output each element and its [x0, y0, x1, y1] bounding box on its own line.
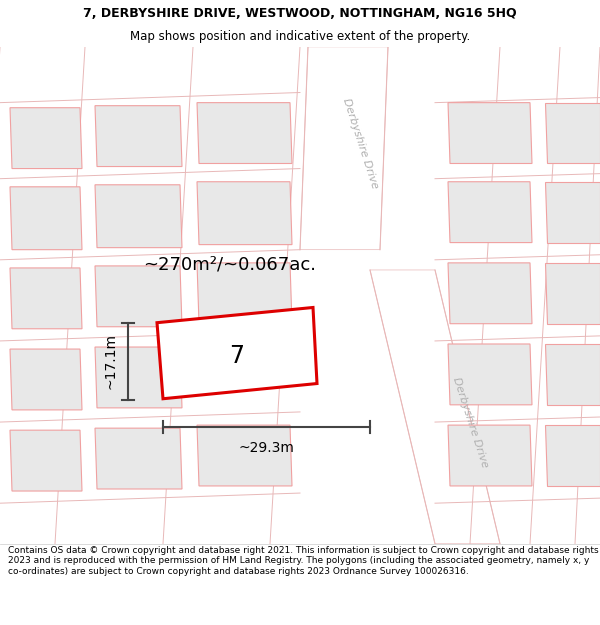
- Text: Map shows position and indicative extent of the property.: Map shows position and indicative extent…: [130, 30, 470, 43]
- Polygon shape: [10, 430, 82, 491]
- Polygon shape: [300, 47, 388, 249]
- Polygon shape: [448, 102, 532, 164]
- Text: Derbyshire Drive: Derbyshire Drive: [341, 97, 379, 190]
- Text: ~270m²/~0.067ac.: ~270m²/~0.067ac.: [143, 256, 317, 274]
- Polygon shape: [370, 270, 500, 544]
- Polygon shape: [10, 268, 82, 329]
- Polygon shape: [95, 428, 182, 489]
- Polygon shape: [545, 102, 600, 164]
- Polygon shape: [545, 182, 600, 243]
- Polygon shape: [448, 344, 532, 405]
- Polygon shape: [95, 347, 182, 408]
- Polygon shape: [95, 185, 182, 248]
- Text: 7, DERBYSHIRE DRIVE, WESTWOOD, NOTTINGHAM, NG16 5HQ: 7, DERBYSHIRE DRIVE, WESTWOOD, NOTTINGHA…: [83, 7, 517, 19]
- Text: 7: 7: [229, 344, 245, 368]
- Polygon shape: [197, 102, 292, 164]
- Polygon shape: [157, 308, 317, 399]
- Text: Derbyshire Drive: Derbyshire Drive: [451, 376, 490, 469]
- Polygon shape: [95, 266, 182, 327]
- Polygon shape: [95, 106, 182, 166]
- Polygon shape: [197, 263, 292, 324]
- Polygon shape: [10, 349, 82, 410]
- Text: ~29.3m: ~29.3m: [239, 441, 295, 456]
- Polygon shape: [448, 425, 532, 486]
- Polygon shape: [545, 263, 600, 324]
- Polygon shape: [545, 425, 600, 486]
- Polygon shape: [10, 187, 82, 249]
- Polygon shape: [545, 344, 600, 405]
- Polygon shape: [197, 425, 292, 486]
- Polygon shape: [448, 263, 532, 324]
- Text: ~17.1m: ~17.1m: [104, 333, 118, 389]
- Polygon shape: [448, 182, 532, 243]
- Polygon shape: [197, 182, 292, 244]
- Polygon shape: [10, 107, 82, 169]
- Text: Contains OS data © Crown copyright and database right 2021. This information is : Contains OS data © Crown copyright and d…: [8, 546, 599, 576]
